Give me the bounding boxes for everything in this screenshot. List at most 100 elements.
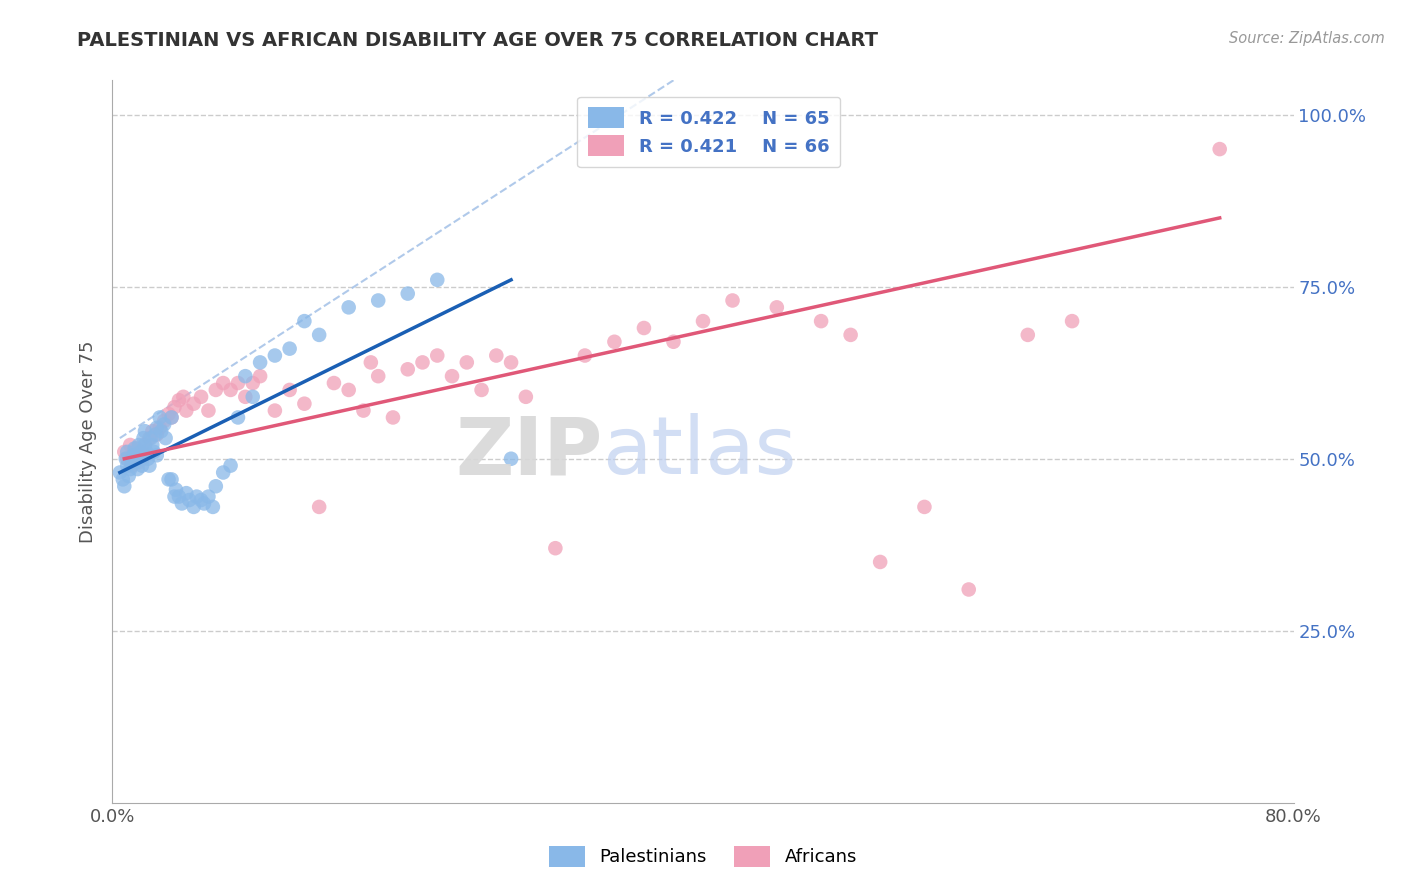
Point [264,403,287,417]
Point [515,390,537,404]
Point [124,448,146,462]
Point [134,438,156,452]
Legend: R = 0.422    N = 65, R = 0.421    N = 66: R = 0.422 N = 65, R = 0.421 N = 66 [578,96,841,167]
Point [174,403,197,417]
Point [441,369,464,384]
Legend: Palestinians, Africans: Palestinians, Africans [541,838,865,874]
Point [167,490,190,504]
Point [142,445,165,459]
Point [337,383,360,397]
Point [127,462,149,476]
Point [149,421,172,435]
Point [134,438,156,452]
Point [131,451,153,466]
Point [153,417,176,432]
Point [131,445,153,459]
Point [226,376,249,390]
Point [125,442,148,456]
Point [190,390,212,404]
Point [721,293,744,308]
Point [544,541,567,556]
Point [163,490,186,504]
Point [139,431,162,445]
Point [692,314,714,328]
Point [172,390,194,404]
Point [193,496,215,510]
Point [143,427,166,442]
Point [201,500,224,514]
Point [396,286,419,301]
Point [190,493,212,508]
Text: Source: ZipAtlas.com: Source: ZipAtlas.com [1229,31,1385,46]
Point [111,472,134,486]
Point [367,369,389,384]
Point [278,342,301,356]
Point [138,431,160,445]
Point [170,496,193,510]
Point [121,455,143,469]
Point [129,445,152,459]
Point [1017,327,1039,342]
Point [1062,314,1084,328]
Y-axis label: Disability Age Over 75: Disability Age Over 75 [79,340,97,543]
Point [136,451,159,466]
Point [160,472,183,486]
Point [131,451,153,466]
Point [456,355,478,369]
Point [117,451,138,466]
Point [114,451,136,466]
Point [367,293,389,308]
Point [124,442,146,456]
Point [233,369,256,384]
Point [155,431,177,445]
Point [108,466,131,480]
Point [197,403,219,417]
Point [157,472,180,486]
Point [485,349,508,363]
Point [219,383,242,397]
Point [205,383,228,397]
Point [167,393,190,408]
Point [128,438,150,452]
Point [603,334,626,349]
Point [219,458,242,473]
Point [118,469,141,483]
Point [308,327,330,342]
Point [233,390,256,404]
Point [352,403,374,417]
Point [128,455,150,469]
Point [117,458,138,473]
Point [914,500,936,514]
Point [337,301,360,315]
Point [426,273,449,287]
Point [160,410,183,425]
Point [149,410,172,425]
Point [766,301,789,315]
Text: PALESTINIAN VS AFRICAN DISABILITY AGE OVER 75 CORRELATION CHART: PALESTINIAN VS AFRICAN DISABILITY AGE OV… [77,31,879,50]
Point [165,483,187,497]
Point [396,362,419,376]
Point [1208,142,1232,156]
Point [112,479,135,493]
Point [150,424,173,438]
Point [112,445,135,459]
Point [179,493,201,508]
Point [323,376,346,390]
Point [382,410,405,425]
Point [810,314,832,328]
Point [574,349,596,363]
Point [174,486,197,500]
Point [122,448,145,462]
Point [662,334,685,349]
Point [869,555,891,569]
Point [411,355,433,369]
Point [183,397,205,411]
Point [134,424,156,438]
Point [205,479,228,493]
Point [264,349,287,363]
Point [183,500,205,514]
Point [226,410,249,425]
Point [146,448,169,462]
Point [633,321,655,335]
Point [146,427,169,442]
